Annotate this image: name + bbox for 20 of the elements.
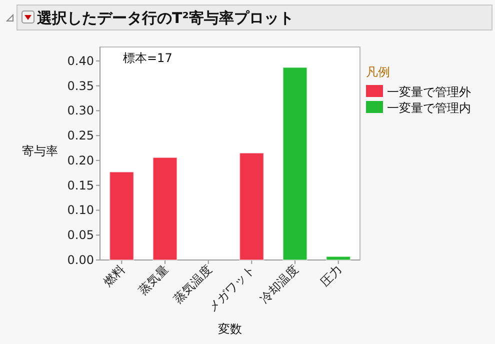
y-tick-label: 0.30 <box>67 104 94 118</box>
x-tick-label: 燃料 <box>100 262 128 290</box>
legend-label: 一変量で管理外 <box>387 85 471 99</box>
y-tick-label: 0.10 <box>67 203 94 218</box>
y-tick-label: 0.35 <box>67 78 94 93</box>
x-tick-label: 蒸気量 <box>136 262 172 298</box>
x-axis-title: 変数 <box>218 322 242 336</box>
y-tick-label: 0.15 <box>67 178 94 192</box>
legend-title: 凡例 <box>366 65 390 79</box>
x-tick-label: 冷却温度 <box>257 262 302 306</box>
x-tick-label: 圧力 <box>318 262 344 290</box>
y-tick-label: 0.00 <box>67 253 94 267</box>
legend-label: 一変量で管理内 <box>387 101 471 115</box>
y-tick-label: 0.20 <box>67 153 94 168</box>
annotation: 標本=17 <box>123 51 172 65</box>
y-tick-label: 0.05 <box>67 228 94 242</box>
chart-title: 選択したデータ行のT²寄与率プロット <box>36 9 294 27</box>
y-axis-title: 寄与率 <box>22 144 58 158</box>
y-tick-label: 0.25 <box>67 128 94 143</box>
y-tick-label: 0.40 <box>67 54 94 68</box>
